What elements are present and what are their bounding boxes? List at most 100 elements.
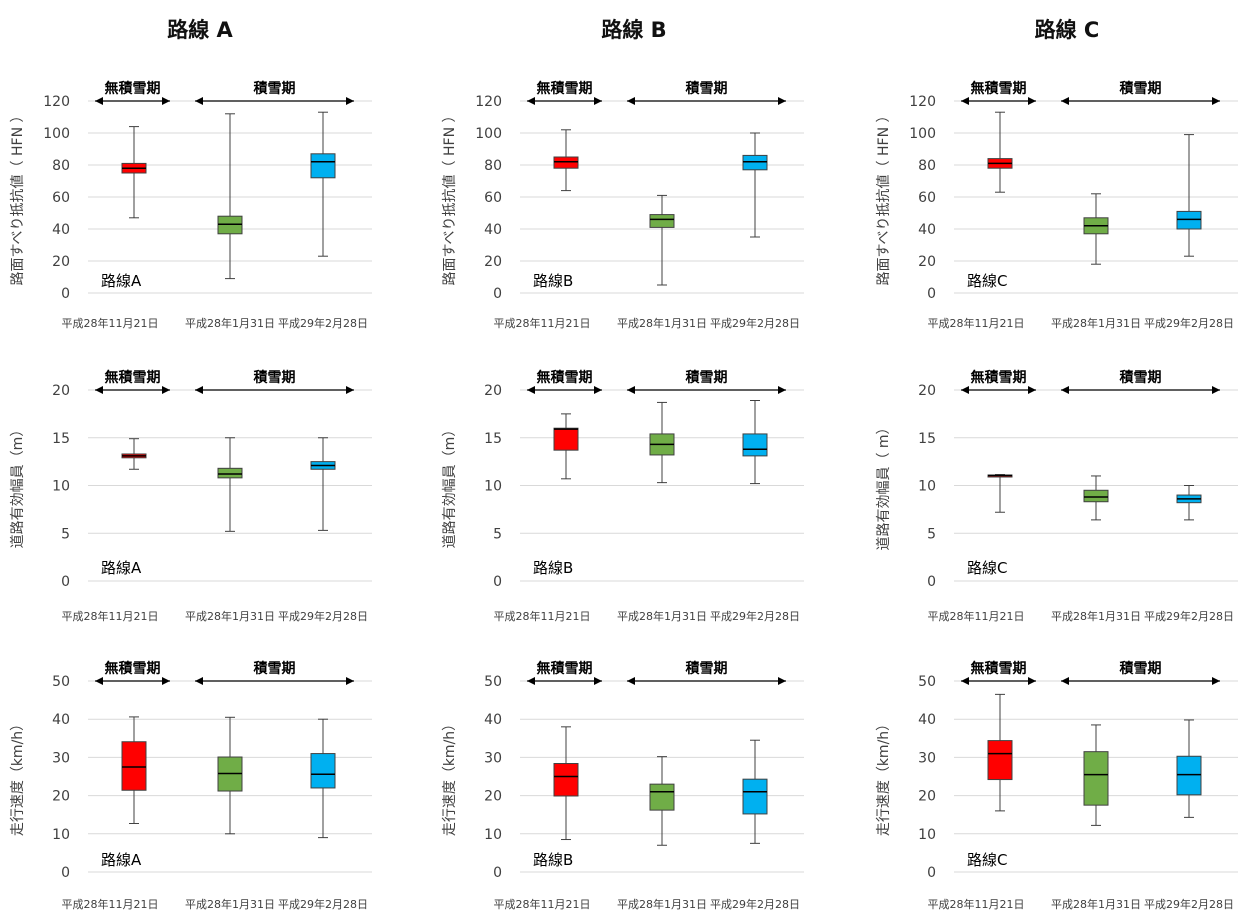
y-tick-label: 10: [52, 827, 70, 843]
y-tick-label: 60: [52, 190, 70, 206]
y-tick-label: 120: [909, 94, 936, 110]
x-category-label: 平成29年2月28日: [278, 609, 368, 623]
period-label: 無積雪期: [971, 369, 1027, 386]
x-category-label: 平成29年2月28日: [710, 609, 800, 623]
box-1: [553, 413, 579, 480]
period-label: 積雪期: [685, 660, 728, 677]
y-tick-label: 40: [484, 712, 502, 728]
y-tick-label: 100: [909, 126, 936, 142]
y-tick-label: 0: [493, 286, 502, 302]
route-label: 路線B: [533, 559, 573, 577]
y-tick-label: 30: [918, 750, 936, 766]
arrow-head-right: [346, 677, 354, 685]
x-category-label: 平成28年11月21日: [494, 609, 591, 623]
period-label: 積雪期: [685, 369, 728, 386]
y-tick-label: 15: [52, 431, 70, 447]
period-label: 積雪期: [1119, 369, 1162, 386]
y-tick-label: 40: [52, 222, 70, 238]
box-2: [649, 401, 675, 484]
y-tick-label: 15: [918, 431, 936, 447]
y-tick-label: 0: [61, 865, 70, 881]
y-tick-label: 80: [484, 158, 502, 174]
arrow-head-left: [627, 677, 635, 685]
x-category-label: 平成28年1月31日: [1051, 897, 1141, 911]
y-tick-label: 0: [61, 286, 70, 302]
y-tick-label: 15: [484, 431, 502, 447]
box-1: [121, 126, 147, 219]
y-tick-label: 20: [52, 254, 70, 270]
route-label: 路線C: [967, 559, 1007, 577]
y-tick-label: 120: [43, 94, 70, 110]
x-category-label: 平成28年11月21日: [62, 897, 159, 911]
x-category-label: 平成29年2月28日: [278, 897, 368, 911]
y-axis-title: 道路有効幅員（ m）: [876, 420, 892, 550]
box-2: [1083, 193, 1109, 265]
box-1: [987, 693, 1013, 812]
period-label: 無積雪期: [105, 80, 161, 97]
route-label: 路線A: [101, 851, 142, 869]
y-tick-label: 50: [918, 674, 936, 690]
period-label: 無積雪期: [971, 660, 1027, 677]
arrow-head-right: [1028, 97, 1036, 105]
x-category-label: 平成28年11月21日: [62, 316, 159, 330]
box-1: [121, 716, 147, 824]
arrow-head-left: [195, 677, 203, 685]
x-category-label: 平成28年1月31日: [185, 897, 275, 911]
period-label: 無積雪期: [105, 660, 161, 677]
arrow-head-right: [1212, 97, 1220, 105]
period-label: 無積雪期: [537, 660, 593, 677]
arrow-head-left: [627, 386, 635, 394]
y-tick-label: 20: [484, 254, 502, 270]
box-2: [217, 437, 243, 532]
arrow-head-right: [1028, 677, 1036, 685]
box-iqr: [553, 156, 579, 169]
x-category-label: 平成28年1月31日: [617, 316, 707, 330]
arrow-head-left: [961, 386, 969, 394]
x-category-label: 平成28年1月31日: [617, 609, 707, 623]
box-iqr: [742, 154, 768, 171]
box-iqr: [121, 741, 147, 791]
y-tick-label: 0: [927, 574, 936, 590]
box-iqr: [649, 783, 675, 811]
y-tick-label: 30: [52, 750, 70, 766]
x-category-label: 平成28年1月31日: [617, 897, 707, 911]
box-1: [987, 111, 1013, 193]
y-tick-label: 40: [52, 712, 70, 728]
box-iqr: [553, 427, 579, 451]
x-category-label: 平成29年2月28日: [1144, 316, 1234, 330]
y-tick-label: 10: [918, 479, 936, 495]
arrow-head-right: [594, 97, 602, 105]
route-label: 路線C: [967, 272, 1007, 290]
box-iqr: [553, 763, 579, 797]
y-tick-label: 20: [918, 383, 936, 399]
box-1: [121, 438, 147, 470]
column-title-route-c: 路線 C: [1034, 18, 1100, 42]
period-label: 積雪期: [1119, 660, 1162, 677]
arrow-head-right: [1212, 677, 1220, 685]
arrow-head-right: [162, 677, 170, 685]
x-category-label: 平成28年11月21日: [62, 609, 159, 623]
y-tick-label: 0: [61, 574, 70, 590]
box-3: [742, 400, 768, 485]
y-tick-label: 20: [918, 254, 936, 270]
box-3: [310, 718, 336, 839]
route-label: 路線C: [967, 851, 1007, 869]
route-label: 路線A: [101, 272, 142, 290]
box-iqr: [649, 214, 675, 228]
arrow-head-left: [95, 386, 103, 394]
period-label: 無積雪期: [537, 80, 593, 97]
arrow-head-right: [1212, 386, 1220, 394]
arrow-head-left: [95, 97, 103, 105]
y-axis-title: 道路有効幅員（m）: [10, 423, 26, 549]
arrow-head-left: [527, 386, 535, 394]
box-iqr: [742, 778, 768, 815]
arrow-head-right: [346, 97, 354, 105]
y-tick-label: 10: [484, 479, 502, 495]
column-title-route-a: 路線 A: [167, 18, 233, 42]
period-label: 積雪期: [253, 369, 296, 386]
box-3: [310, 437, 336, 531]
x-category-label: 平成29年2月28日: [278, 316, 368, 330]
